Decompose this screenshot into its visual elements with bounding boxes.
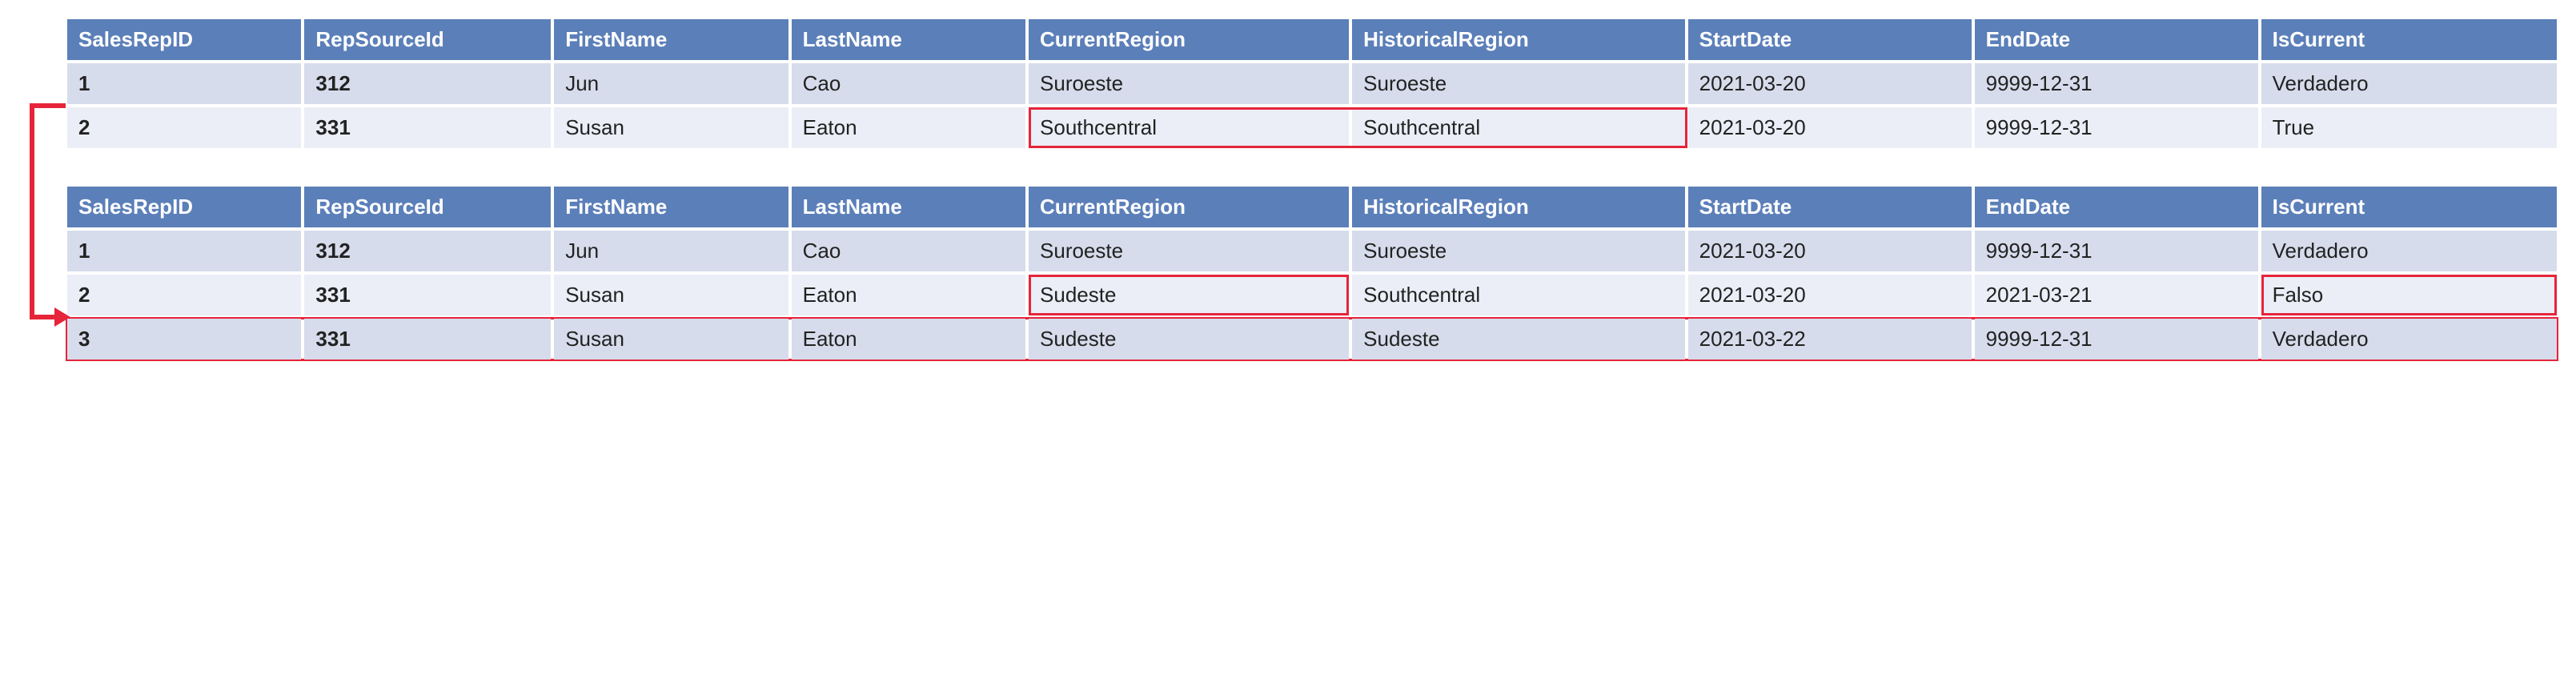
col-historicalregion: HistoricalRegion bbox=[1352, 19, 1685, 60]
cell: 1 bbox=[67, 231, 301, 271]
cell: Sudeste bbox=[1029, 319, 1349, 360]
cell: Jun bbox=[554, 63, 788, 104]
col-lastname: LastName bbox=[792, 19, 1025, 60]
cell: 3 bbox=[67, 319, 301, 360]
cell: 2021-03-22 bbox=[1688, 319, 1972, 360]
cell: Suroeste bbox=[1352, 63, 1685, 104]
scd-arrow bbox=[8, 0, 72, 384]
cell-highlighted: Southcentral bbox=[1029, 107, 1349, 148]
cell: Suroeste bbox=[1029, 231, 1349, 271]
col-currentregion: CurrentRegion bbox=[1029, 187, 1349, 227]
cell: 9999-12-31 bbox=[1975, 231, 2258, 271]
scd-table-bottom: SalesRepID RepSourceId FirstName LastNam… bbox=[64, 183, 2560, 363]
cell: 331 bbox=[304, 275, 551, 315]
cell: Sudeste bbox=[1352, 319, 1685, 360]
cell: Eaton bbox=[792, 319, 1025, 360]
col-enddate: EndDate bbox=[1975, 19, 2258, 60]
cell: Verdadero bbox=[2261, 231, 2557, 271]
cell: 9999-12-31 bbox=[1975, 319, 2258, 360]
cell: 1 bbox=[67, 63, 301, 104]
cell-highlighted: Falso bbox=[2261, 275, 2557, 315]
cell: 2 bbox=[67, 275, 301, 315]
cell: Cao bbox=[792, 63, 1025, 104]
cell: Cao bbox=[792, 231, 1025, 271]
cell: Susan bbox=[554, 107, 788, 148]
cell: 2021-03-20 bbox=[1688, 63, 1972, 104]
col-iscurrent: IsCurrent bbox=[2261, 19, 2557, 60]
col-lastname: LastName bbox=[792, 187, 1025, 227]
cell: 2021-03-20 bbox=[1688, 275, 1972, 315]
col-repsourceid: RepSourceId bbox=[304, 187, 551, 227]
col-historicalregion: HistoricalRegion bbox=[1352, 187, 1685, 227]
table-row: 2 331 Susan Eaton Southcentral Southcent… bbox=[67, 107, 2557, 148]
col-startdate: StartDate bbox=[1688, 187, 1972, 227]
cell: Susan bbox=[554, 275, 788, 315]
cell: 2021-03-20 bbox=[1688, 231, 1972, 271]
cell: 2021-03-21 bbox=[1975, 275, 2258, 315]
table-row: 1 312 Jun Cao Suroeste Suroeste 2021-03-… bbox=[67, 63, 2557, 104]
col-startdate: StartDate bbox=[1688, 19, 1972, 60]
cell: Suroeste bbox=[1029, 63, 1349, 104]
col-iscurrent: IsCurrent bbox=[2261, 187, 2557, 227]
cell: Eaton bbox=[792, 275, 1025, 315]
cell-highlighted: Southcentral bbox=[1352, 107, 1685, 148]
col-salesrepid: SalesRepID bbox=[67, 187, 301, 227]
header-row: SalesRepID RepSourceId FirstName LastNam… bbox=[67, 187, 2557, 227]
cell: 2021-03-20 bbox=[1688, 107, 1972, 148]
table-before: SalesRepID RepSourceId FirstName LastNam… bbox=[64, 16, 2560, 151]
cell: Verdadero bbox=[2261, 63, 2557, 104]
cell-highlighted: Sudeste bbox=[1029, 275, 1349, 315]
cell: 331 bbox=[304, 319, 551, 360]
cell: 331 bbox=[304, 107, 551, 148]
header-row: SalesRepID RepSourceId FirstName LastNam… bbox=[67, 19, 2557, 60]
cell: 9999-12-31 bbox=[1975, 63, 2258, 104]
table-after: SalesRepID RepSourceId FirstName LastNam… bbox=[64, 183, 2560, 363]
col-firstname: FirstName bbox=[554, 187, 788, 227]
table-row-highlighted: 3 331 Susan Eaton Sudeste Sudeste 2021-0… bbox=[67, 319, 2557, 360]
table-row: 2 331 Susan Eaton Sudeste Southcentral 2… bbox=[67, 275, 2557, 315]
scd-table-top: SalesRepID RepSourceId FirstName LastNam… bbox=[64, 16, 2560, 151]
col-repsourceid: RepSourceId bbox=[304, 19, 551, 60]
cell: 2 bbox=[67, 107, 301, 148]
cell: Susan bbox=[554, 319, 788, 360]
cell: Jun bbox=[554, 231, 788, 271]
col-currentregion: CurrentRegion bbox=[1029, 19, 1349, 60]
col-firstname: FirstName bbox=[554, 19, 788, 60]
table-row: 1 312 Jun Cao Suroeste Suroeste 2021-03-… bbox=[67, 231, 2557, 271]
cell: Suroeste bbox=[1352, 231, 1685, 271]
col-salesrepid: SalesRepID bbox=[67, 19, 301, 60]
col-enddate: EndDate bbox=[1975, 187, 2258, 227]
cell: 9999-12-31 bbox=[1975, 107, 2258, 148]
cell: Southcentral bbox=[1352, 275, 1685, 315]
cell: 312 bbox=[304, 231, 551, 271]
cell: 312 bbox=[304, 63, 551, 104]
cell: True bbox=[2261, 107, 2557, 148]
cell: Verdadero bbox=[2261, 319, 2557, 360]
cell: Eaton bbox=[792, 107, 1025, 148]
